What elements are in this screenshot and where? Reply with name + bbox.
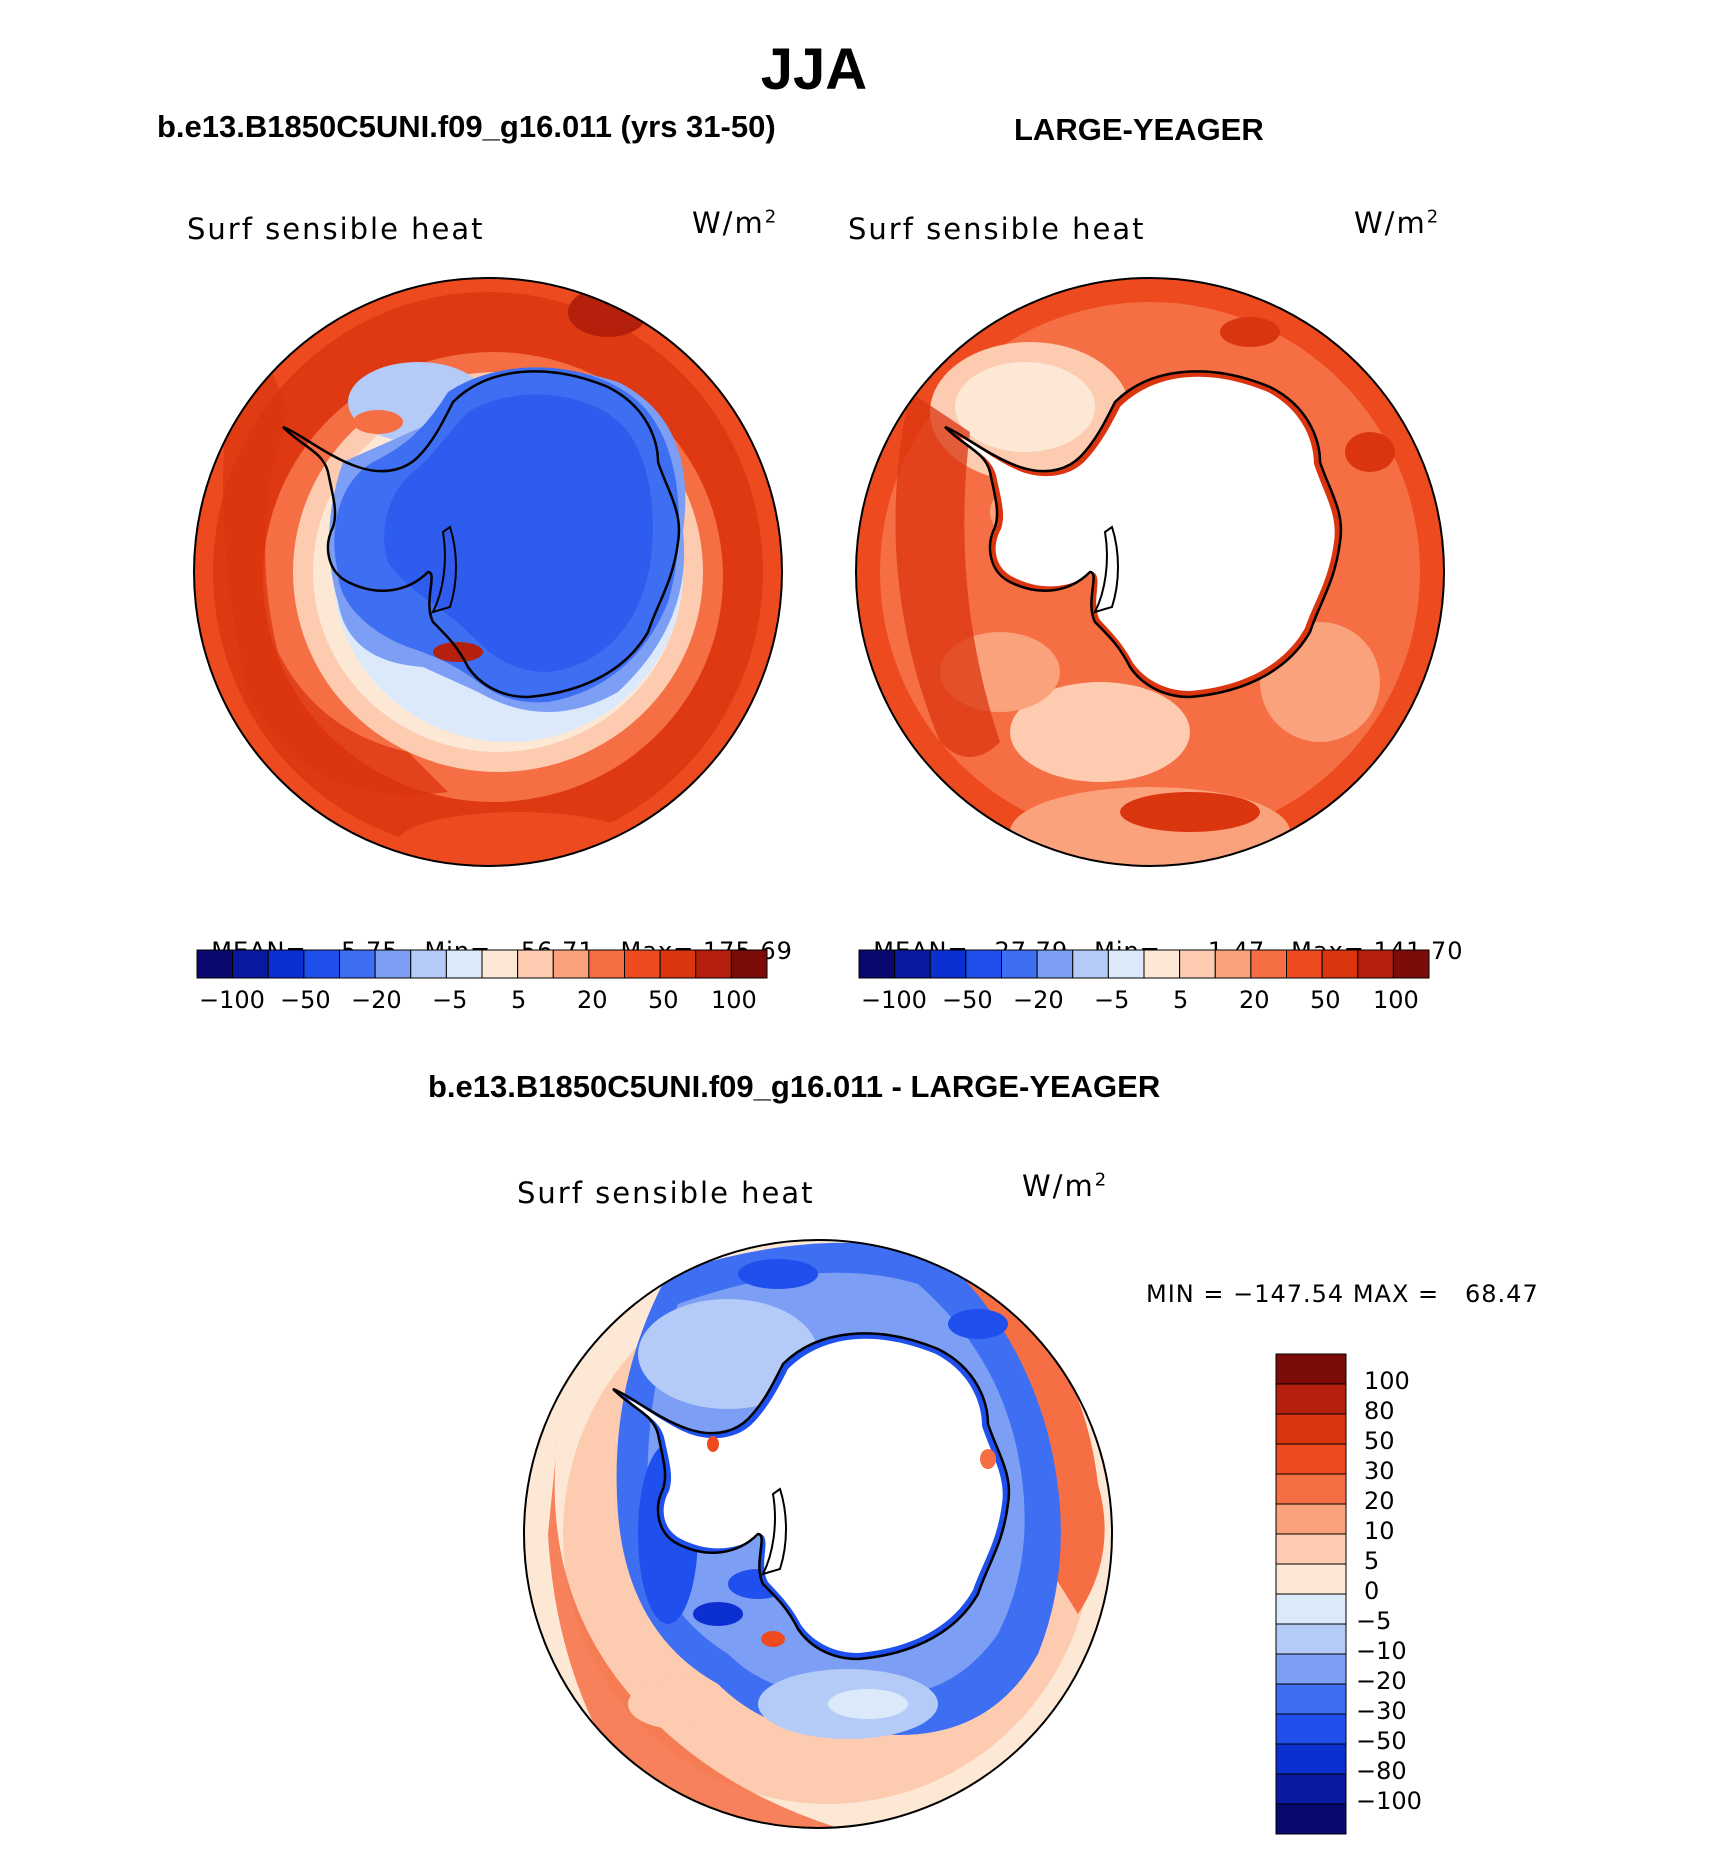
- panel3-polar-map: [523, 1239, 1113, 1829]
- colorbar-swatch: [1275, 1683, 1347, 1715]
- colorbar-swatch: [1275, 1803, 1347, 1835]
- colorbar-swatch: [1275, 1443, 1347, 1475]
- panel3-units-label: W/m2: [1022, 1169, 1109, 1203]
- colorbar-swatch: [730, 949, 768, 979]
- panel2-tick: −100: [861, 986, 927, 1014]
- colorbar-swatch: [1357, 949, 1394, 979]
- colorbar-swatch: [517, 949, 554, 979]
- colorbar-swatch: [1214, 949, 1252, 979]
- colorbar-swatch: [1275, 1623, 1347, 1655]
- colorbar-swatch: [659, 949, 697, 979]
- panel1-tick: −20: [351, 986, 402, 1014]
- panel2-colorbar: [858, 949, 1430, 979]
- colorbar-swatch: [1275, 1353, 1347, 1385]
- panel3-tick: −10: [1356, 1637, 1407, 1665]
- panel1-tick: −5: [432, 986, 468, 1014]
- panel1-tick: −50: [280, 986, 331, 1014]
- colorbar-swatch: [1250, 949, 1287, 979]
- colorbar-swatch: [481, 949, 519, 979]
- panel1-case-title: b.e13.B1850C5UNI.f09_g16.011 (yrs 31-50): [157, 109, 776, 144]
- panel1-tick: 50: [648, 986, 679, 1014]
- colorbar-swatch: [445, 949, 483, 979]
- colorbar-swatch: [1275, 1713, 1347, 1745]
- colorbar-swatch: [1275, 1653, 1347, 1685]
- colorbar-swatch: [303, 949, 340, 979]
- panel3-tick: −50: [1356, 1727, 1407, 1755]
- panel3-tick: 30: [1364, 1457, 1395, 1485]
- colorbar-swatch: [1275, 1473, 1347, 1505]
- colorbar-swatch: [1275, 1413, 1347, 1445]
- colorbar-swatch: [1275, 1773, 1347, 1805]
- colorbar-swatch: [1275, 1743, 1347, 1775]
- colorbar-swatch: [1321, 949, 1359, 979]
- colorbar-swatch: [1275, 1563, 1347, 1595]
- colorbar-swatch: [1286, 949, 1323, 979]
- colorbar-swatch: [1275, 1533, 1347, 1565]
- panel2-tick: −20: [1013, 986, 1064, 1014]
- panel1-tick: 5: [511, 986, 527, 1014]
- colorbar-swatch: [624, 949, 661, 979]
- panel1-tick: 100: [711, 986, 757, 1014]
- panel1-colorbar-ticks: −100 −50 −20 −5 5 20 50 100: [197, 986, 767, 1016]
- figure-title: JJA: [760, 37, 868, 102]
- panel1-colorbar: [196, 949, 768, 979]
- colorbar-swatch: [929, 949, 967, 979]
- panel3-case-title: b.e13.B1850C5UNI.f09_g16.011 - LARGE-YEA…: [428, 1069, 1161, 1104]
- colorbar-swatch: [1275, 1503, 1347, 1535]
- panel2-variable-label: Surf sensible heat: [848, 212, 1146, 246]
- colorbar-swatch: [1275, 1593, 1347, 1625]
- panel3-colorbar: [1275, 1353, 1347, 1835]
- panel3-tick: 20: [1364, 1487, 1395, 1515]
- panel2-tick: −50: [942, 986, 993, 1014]
- colorbar-swatch: [1107, 949, 1145, 979]
- colorbar-swatch: [552, 949, 590, 979]
- panel1-polar-map: [193, 277, 783, 867]
- colorbar-swatch: [1179, 949, 1216, 979]
- panel2-units-label: W/m2: [1354, 206, 1441, 240]
- panel3-tick: 80: [1364, 1397, 1395, 1425]
- colorbar-swatch: [588, 949, 625, 979]
- colorbar-swatch: [894, 949, 931, 979]
- colorbar-swatch: [1036, 949, 1074, 979]
- colorbar-swatch: [858, 949, 896, 979]
- colorbar-swatch: [410, 949, 447, 979]
- colorbar-swatch: [1001, 949, 1038, 979]
- panel2-tick: 100: [1373, 986, 1419, 1014]
- panel3-minmax: MIN = −147.54 MAX = 68.47: [1146, 1280, 1539, 1308]
- colorbar-swatch: [965, 949, 1002, 979]
- panel1-tick: 20: [577, 986, 608, 1014]
- panel1-variable-label: Surf sensible heat: [187, 212, 485, 246]
- colorbar-swatch: [196, 949, 234, 979]
- panel3-variable-label: Surf sensible heat: [517, 1176, 815, 1210]
- panel3-tick: −80: [1356, 1757, 1407, 1785]
- colorbar-swatch: [1392, 949, 1430, 979]
- colorbar-swatch: [1072, 949, 1109, 979]
- colorbar-swatch: [1275, 1383, 1347, 1415]
- panel2-tick: 50: [1310, 986, 1341, 1014]
- panel3-tick: 5: [1364, 1547, 1380, 1575]
- colorbar-swatch: [695, 949, 732, 979]
- colorbar-swatch: [1143, 949, 1181, 979]
- panel3-tick: 10: [1364, 1517, 1395, 1545]
- panel3-tick: −5: [1356, 1607, 1392, 1635]
- panel1-units-label: W/m2: [692, 206, 779, 240]
- panel2-colorbar-ticks: −100 −50 −20 −5 5 20 50 100: [859, 986, 1429, 1016]
- panel3-tick: 100: [1364, 1367, 1410, 1395]
- panel3-tick: 0: [1364, 1577, 1380, 1605]
- colorbar-swatch: [339, 949, 376, 979]
- panel3-tick: 50: [1364, 1427, 1395, 1455]
- panel2-case-title: LARGE-YEAGER: [1014, 112, 1264, 147]
- colorbar-swatch: [232, 949, 269, 979]
- panel3-tick: −20: [1356, 1667, 1407, 1695]
- panel2-tick: −5: [1094, 986, 1130, 1014]
- panel3-colorbar-ticks: 100 80 50 30 20 10 5 0 −5 −10 −20 −30 −50 −80 −100: [1356, 1367, 1446, 1849]
- panel2-tick: 20: [1239, 986, 1270, 1014]
- colorbar-swatch: [267, 949, 305, 979]
- panel3-tick: −30: [1356, 1697, 1407, 1725]
- panel2-polar-map: [855, 277, 1445, 867]
- panel3-tick: −100: [1356, 1787, 1422, 1815]
- panel1-tick: −100: [199, 986, 265, 1014]
- colorbar-swatch: [374, 949, 412, 979]
- panel2-tick: 5: [1173, 986, 1189, 1014]
